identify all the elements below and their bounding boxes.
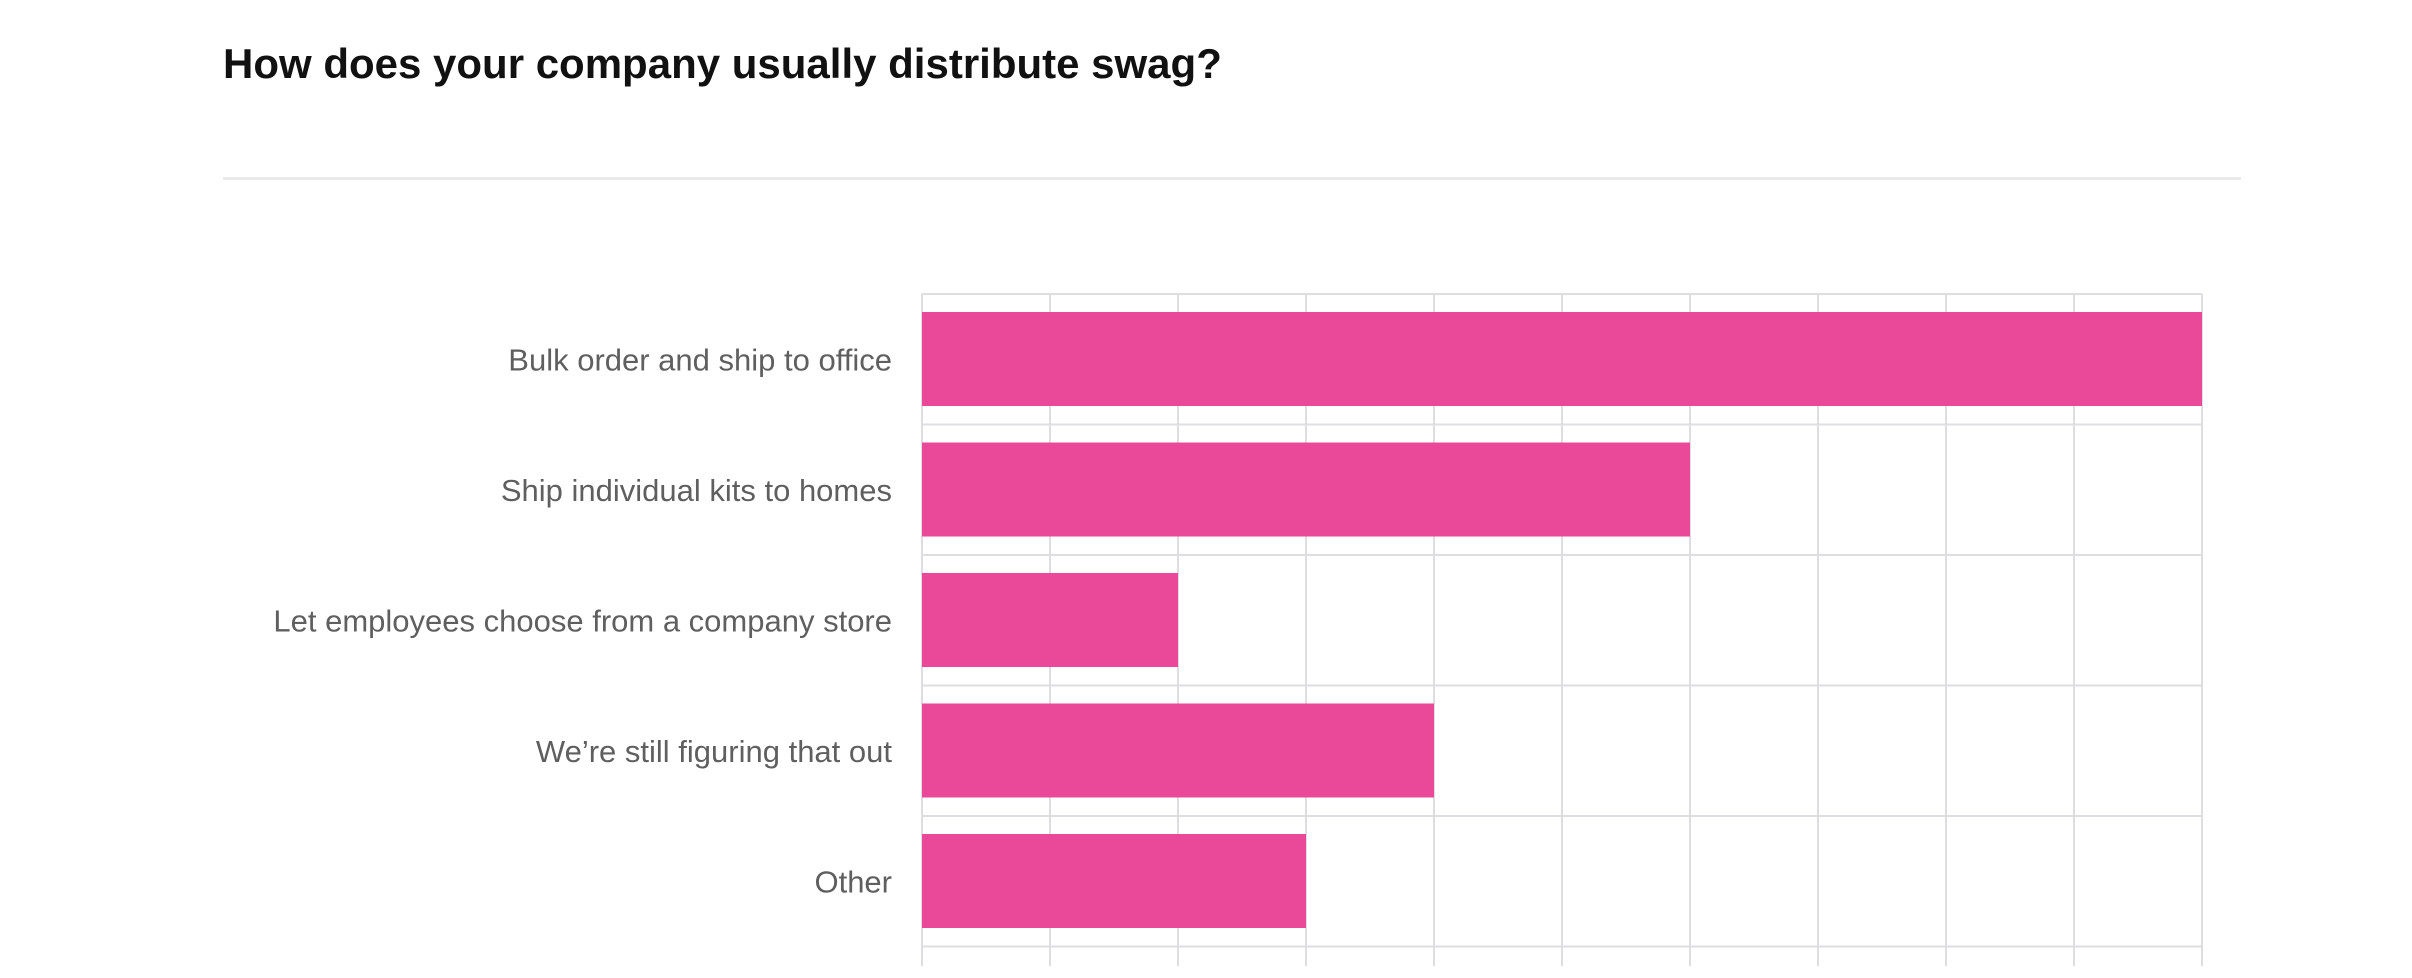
category-label: We’re still figuring that out bbox=[536, 734, 892, 769]
chart-category-labels: Bulk order and ship to office Ship indivi… bbox=[273, 342, 892, 899]
bar bbox=[922, 312, 2202, 406]
question-title: How does your company usually distribute… bbox=[223, 40, 1222, 87]
bar bbox=[922, 442, 1690, 537]
bar bbox=[922, 573, 1178, 667]
category-label: Other bbox=[814, 864, 892, 899]
category-label: Ship individual kits to homes bbox=[501, 473, 892, 508]
chart-bars bbox=[922, 312, 2202, 928]
bar bbox=[922, 834, 1306, 928]
category-label: Bulk order and ship to office bbox=[508, 342, 892, 377]
category-label: Let employees choose from a company stor… bbox=[273, 603, 892, 638]
bar bbox=[922, 703, 1434, 798]
divider bbox=[223, 177, 2241, 180]
